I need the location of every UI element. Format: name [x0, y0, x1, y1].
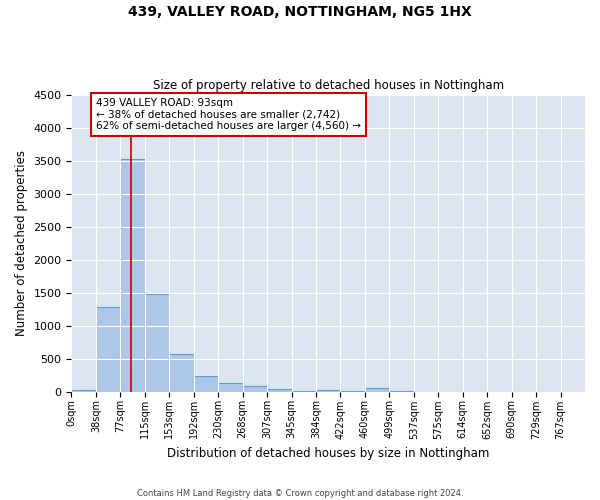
Text: 439 VALLEY ROAD: 93sqm
← 38% of detached houses are smaller (2,742)
62% of semi-: 439 VALLEY ROAD: 93sqm ← 38% of detached…	[96, 98, 361, 131]
Bar	[218, 383, 242, 392]
Bar	[121, 159, 145, 392]
Title: Size of property relative to detached houses in Nottingham: Size of property relative to detached ho…	[152, 79, 504, 92]
Bar	[96, 307, 121, 392]
Bar	[316, 390, 340, 392]
Bar	[194, 376, 218, 392]
Bar	[71, 390, 96, 392]
X-axis label: Distribution of detached houses by size in Nottingham: Distribution of detached houses by size …	[167, 447, 490, 460]
Bar	[365, 388, 389, 392]
Bar	[145, 294, 169, 392]
Bar	[169, 354, 194, 392]
Bar	[242, 386, 267, 392]
Bar	[267, 388, 292, 392]
Text: Contains HM Land Registry data © Crown copyright and database right 2024.: Contains HM Land Registry data © Crown c…	[137, 488, 463, 498]
Text: 439, VALLEY ROAD, NOTTINGHAM, NG5 1HX: 439, VALLEY ROAD, NOTTINGHAM, NG5 1HX	[128, 5, 472, 19]
Y-axis label: Number of detached properties: Number of detached properties	[15, 150, 28, 336]
Bar	[292, 390, 316, 392]
